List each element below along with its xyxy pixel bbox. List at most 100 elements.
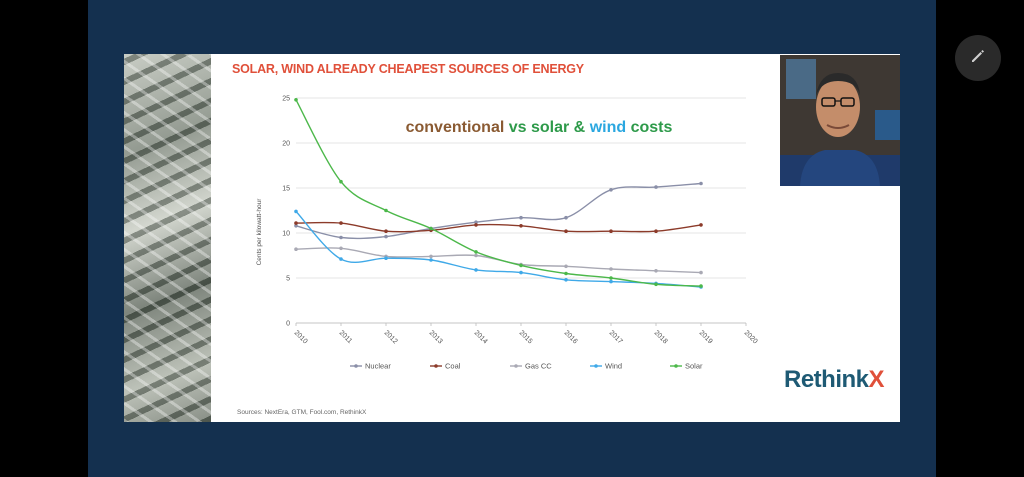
legend-marker-wind [594,364,598,368]
data-point-wind [384,256,388,260]
subtitle-part: costs [626,119,672,136]
series-line-coal [295,221,702,233]
data-point-coal [384,229,388,233]
x-tick-label: 2020 [743,329,759,345]
logo-accent-text: X [868,366,885,393]
data-point-coal [474,223,478,227]
x-tick-label: 2019 [698,329,714,345]
x-tick-label: 2010 [293,329,309,345]
subtitle-part: conventional [406,119,505,136]
sources-note: Sources: NextEra, GTM, Fool.com, Rethink… [237,409,367,416]
data-point-wind [609,279,613,284]
background-shelf [786,59,816,99]
data-point-gas-cc [429,254,433,259]
pencil-icon [969,47,987,70]
data-point-coal [519,224,523,228]
data-point-gas-cc [474,253,478,258]
x-tick-label: 2016 [563,329,579,345]
subtitle-part: vs [504,119,531,136]
data-point-coal [654,229,658,233]
data-point-solar [564,271,568,276]
data-point-gas-cc [609,267,613,271]
edit-button[interactable] [955,35,1001,81]
data-point-coal [609,229,613,233]
logo-main-text: Rethink [784,366,869,393]
x-tick-label: 2017 [608,329,624,345]
data-point-solar [384,208,388,213]
x-tick-label: 2014 [473,329,489,345]
legend-marker-gas-cc [514,364,518,368]
data-point-solar [294,98,298,102]
data-point-nuclear [474,220,478,224]
series-nuclear [294,181,703,240]
data-point-nuclear [654,185,658,189]
data-point-gas-cc [564,264,568,269]
y-tick-label: 20 [282,141,290,148]
data-point-nuclear [564,215,568,220]
series-line-solar [295,99,702,287]
data-point-nuclear [609,188,613,192]
data-point-gas-cc [654,269,658,273]
data-point-solar [339,179,343,184]
x-tick-label: 2013 [428,329,444,345]
rethinkx-logo: RethinkX [784,366,885,394]
legend-marker-solar [674,364,678,368]
data-point-solar [654,282,658,287]
data-point-nuclear [519,215,523,220]
legend-label-gas-cc: Gas CC [525,362,552,371]
legend-marker-coal [434,364,438,368]
data-point-solar [519,263,523,268]
data-point-wind [294,209,298,214]
chart-series [294,98,703,289]
data-point-gas-cc [294,247,298,251]
data-point-gas-cc [699,270,703,275]
subtitle-part: solar [531,119,569,136]
data-point-coal [564,229,568,233]
data-point-nuclear [699,181,703,186]
data-point-gas-cc [339,246,343,251]
legend-marker-nuclear [354,364,358,368]
y-tick-label: 5 [286,276,290,283]
presenter-shirt [800,150,880,186]
series-coal [294,221,703,233]
money-background-image [124,54,211,422]
data-point-solar [474,250,478,254]
data-point-wind [519,270,523,275]
data-point-solar [699,284,703,288]
data-point-coal [699,223,703,227]
data-point-nuclear [339,235,343,240]
series-line-wind [295,210,702,288]
y-tick-label: 10 [282,231,290,238]
data-point-wind [339,257,343,261]
series-gas-cc [294,246,703,275]
series-wind [294,209,703,289]
data-point-coal [294,221,298,225]
x-tick-label: 2011 [338,329,354,345]
presenter-face [816,77,860,137]
legend-label-coal: Coal [445,362,461,371]
data-point-nuclear [294,224,298,228]
y-tick-label: 15 [282,186,290,193]
y-tick-label: 0 [286,321,290,328]
data-point-wind [564,278,568,282]
y-axis-label: Cents per kilowatt-hour [256,198,263,266]
presenter-webcam [780,55,900,186]
legend-label-wind: Wind [605,362,622,371]
legend-label-solar: Solar [685,362,703,371]
chart-subtitle: conventional vs solar & wind costs [406,119,673,136]
subtitle-part: wind [589,119,626,136]
series-solar [294,98,703,288]
x-tick-label: 2015 [518,329,534,345]
cost-line-chart: 0 5 10 15 20 25 2010 2011 2012 2013 2014 2015 2016 20… [256,96,759,371]
x-tick-label: 2018 [653,329,669,345]
subtitle-part: & [569,119,589,136]
data-point-wind [474,268,478,272]
legend-label-nuclear: Nuclear [365,362,391,371]
series-line-nuclear [295,182,702,240]
data-point-coal [339,221,343,225]
series-line-gas-cc [295,247,702,274]
x-tick-label: 2012 [383,329,399,345]
chart-legend: Nuclear Coal Gas CC Wind Solar [350,362,703,371]
data-point-solar [609,276,613,280]
presentation-slide: SOLAR, WIND ALREADY CHEAPEST SOURCES OF … [124,54,900,422]
